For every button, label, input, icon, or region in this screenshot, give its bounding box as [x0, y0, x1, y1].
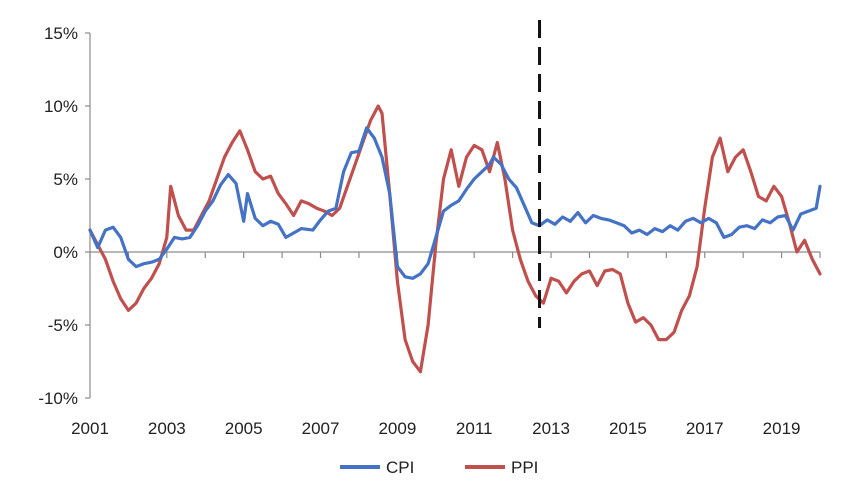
- series-line-cpi: [88, 126, 822, 280]
- y-axis: 15% 10% 5% 0% -5% -10%: [38, 24, 91, 408]
- y-tick-label: 15%: [44, 24, 78, 43]
- y-tick-label: 10%: [44, 97, 78, 116]
- legend-item-ppi: PPI: [465, 458, 538, 477]
- x-tick-label: 2011: [456, 419, 493, 438]
- x-tick-label: 2007: [302, 419, 340, 438]
- y-tick-label: -10%: [38, 389, 78, 408]
- series-line-ppi: [88, 104, 822, 374]
- x-tick-label: 2003: [148, 419, 186, 438]
- x-tick-label: 2017: [686, 419, 724, 438]
- x-tick-label: 2013: [532, 419, 570, 438]
- legend: CPI PPI: [340, 458, 538, 477]
- legend-label: PPI: [511, 458, 538, 477]
- x-axis: 2001 2003 2005 2007 2009 2011 2013 2015 2017 2019: [71, 251, 821, 438]
- y-tick-label: 5%: [53, 170, 78, 189]
- x-tick-label: 2019: [763, 419, 801, 438]
- y-tick-label: 0%: [53, 243, 78, 262]
- legend-item-cpi: CPI: [340, 458, 414, 477]
- y-tick-label: -5%: [48, 316, 78, 335]
- x-tick-label: 2001: [71, 419, 109, 438]
- x-tick-label: 2015: [609, 419, 647, 438]
- series-layer: [88, 104, 822, 374]
- x-tick-label: 2009: [378, 419, 416, 438]
- legend-label: CPI: [386, 458, 414, 477]
- x-tick-label: 2005: [225, 419, 263, 438]
